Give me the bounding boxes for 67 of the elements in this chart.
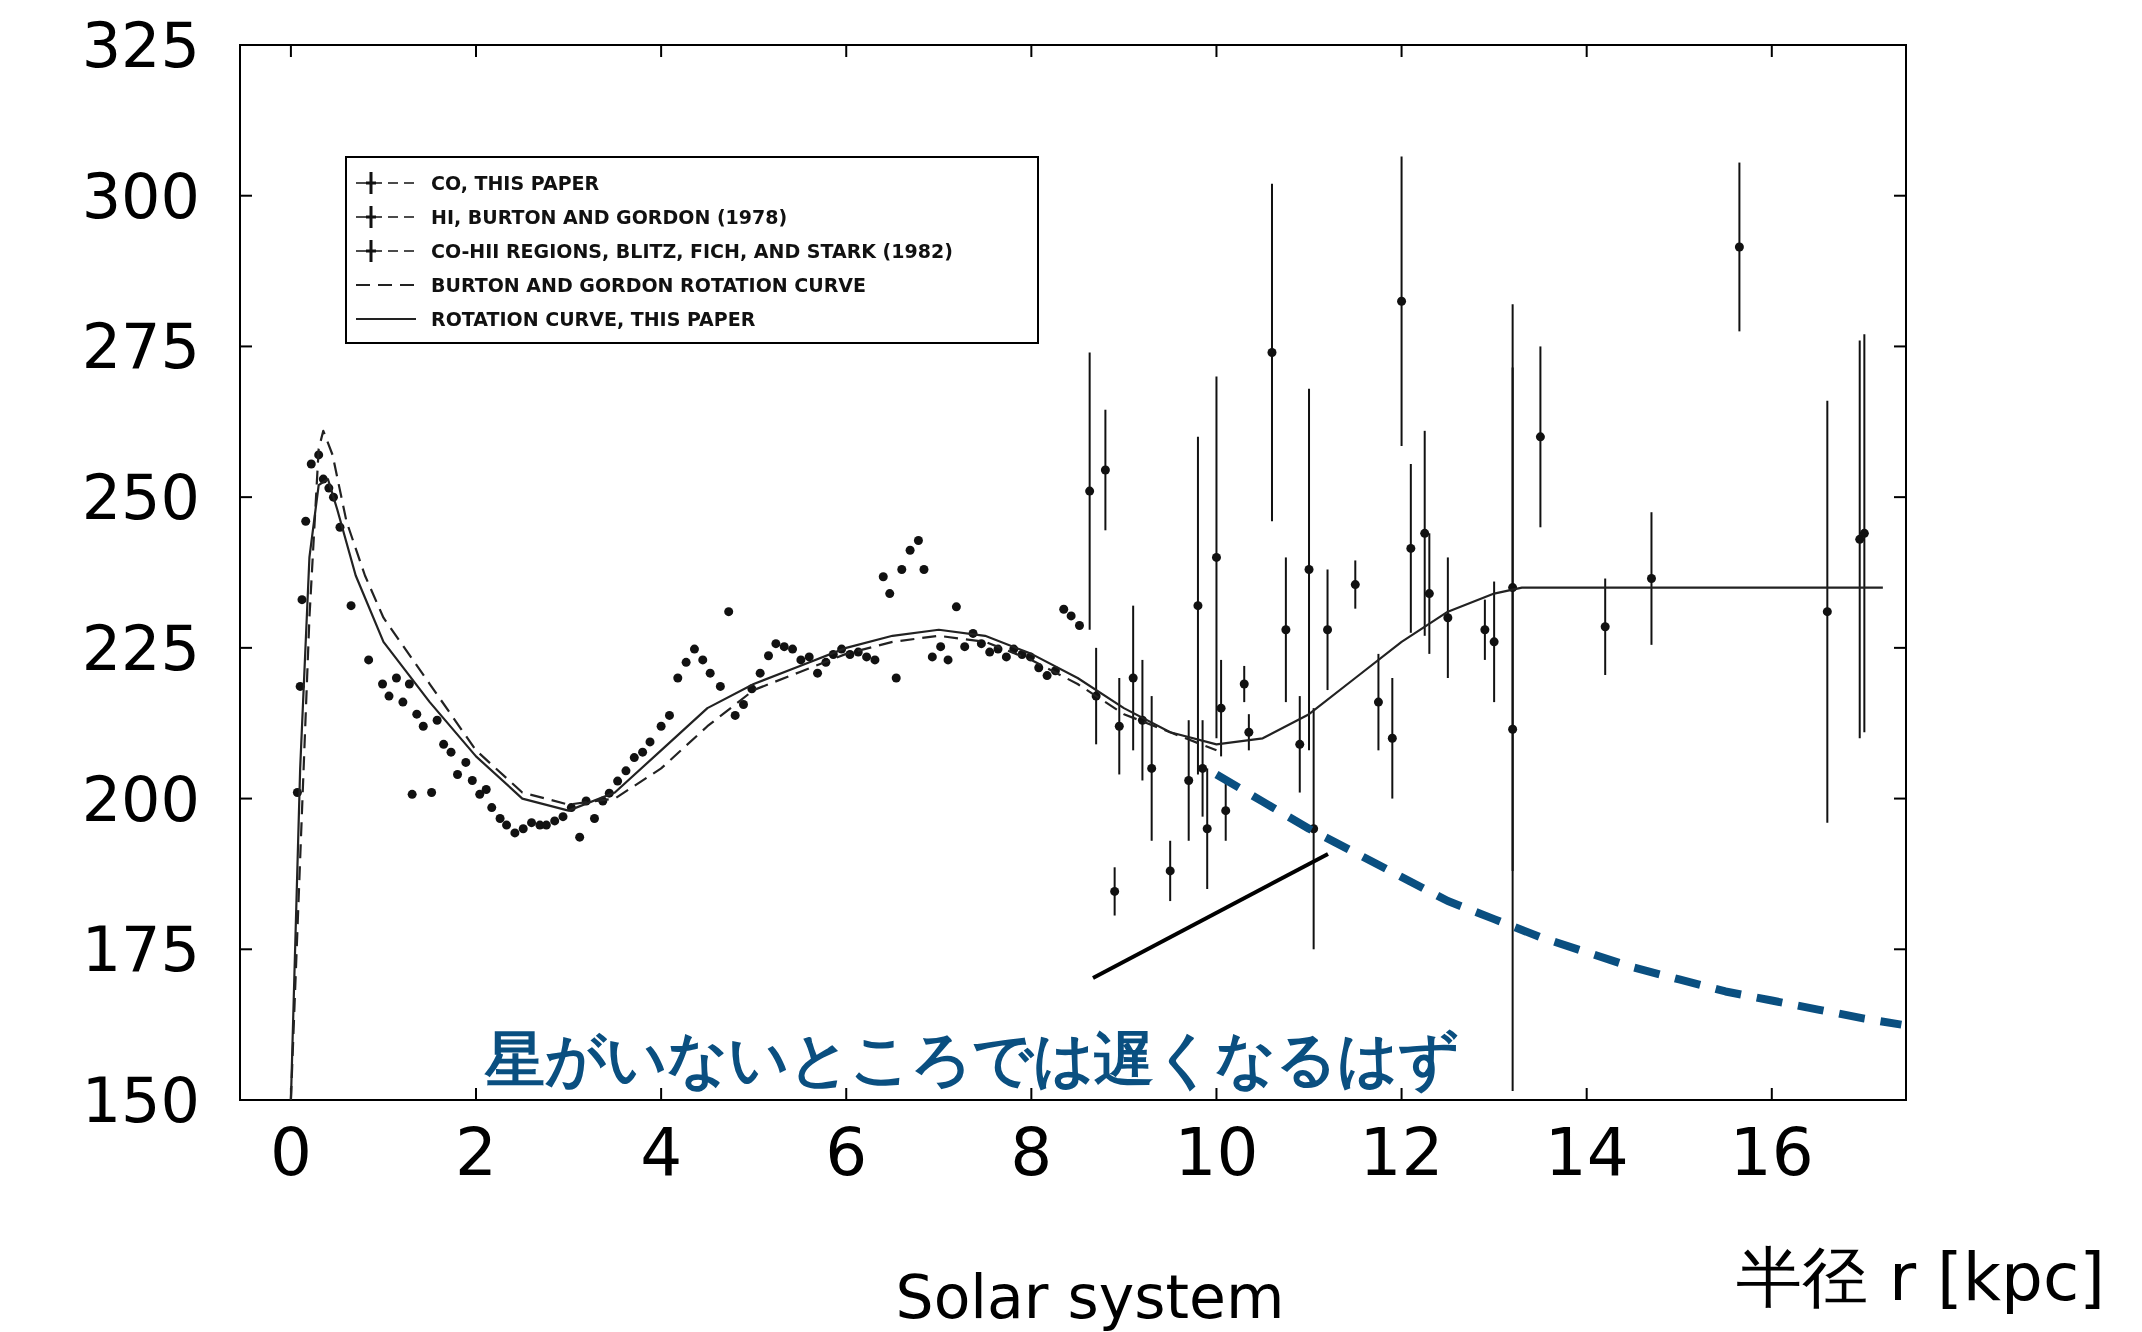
y-tick-label: 175 xyxy=(81,913,200,987)
point xyxy=(1373,697,1383,707)
x-tick-label: 4 xyxy=(640,1114,683,1191)
point xyxy=(1646,574,1656,584)
point xyxy=(1420,528,1430,538)
point xyxy=(1295,739,1305,749)
point xyxy=(1424,589,1434,599)
point xyxy=(1489,637,1499,647)
point xyxy=(1387,733,1397,743)
point xyxy=(1198,763,1208,773)
x-tick-label: 16 xyxy=(1729,1114,1814,1191)
point xyxy=(1734,242,1744,252)
annotation: 星がいないところでは遅くなるはず xyxy=(484,1024,1459,1094)
point xyxy=(1350,580,1360,590)
x-axis-title: 半径 r [kpc] xyxy=(1736,1239,2105,1316)
y-tick-label: 275 xyxy=(81,310,200,384)
x-tick-label: 8 xyxy=(1010,1114,1053,1191)
legend-label: BURTON AND GORDON ROTATION CURVE xyxy=(431,274,867,296)
point xyxy=(1600,622,1610,632)
legend-label: CO-HII REGIONS, BLITZ, FICH, AND STARK (1982) xyxy=(431,240,953,262)
y-tick-label: 325 xyxy=(81,9,200,82)
x-tick-label: 2 xyxy=(455,1114,498,1191)
point xyxy=(1267,347,1277,357)
y-tick-label: 300 xyxy=(81,159,200,233)
legend-label: CO, THIS PAPER xyxy=(431,172,600,194)
point xyxy=(301,516,311,526)
point xyxy=(1822,607,1832,617)
point xyxy=(1535,432,1545,442)
point xyxy=(1202,824,1212,834)
point xyxy=(1114,721,1124,731)
x-tick-label: 10 xyxy=(1174,1114,1259,1191)
point xyxy=(1508,724,1518,734)
point xyxy=(1480,625,1490,635)
text: Solar system xyxy=(895,1262,1285,1332)
y-tick-label: 250 xyxy=(81,461,200,535)
y-tick-label: 200 xyxy=(81,762,200,836)
point xyxy=(1859,528,1869,538)
y-tick-label: 225 xyxy=(81,611,200,685)
point xyxy=(1406,543,1416,553)
point xyxy=(1211,552,1221,562)
legend-label: HI, BURTON AND GORDON (1978) xyxy=(431,206,788,228)
point xyxy=(1147,763,1157,773)
point xyxy=(1281,625,1291,635)
point xyxy=(1443,613,1453,623)
point xyxy=(1397,296,1407,306)
point xyxy=(306,459,316,469)
point xyxy=(1128,673,1138,683)
point xyxy=(1193,601,1203,611)
point xyxy=(1304,564,1314,574)
point xyxy=(297,595,307,605)
x-tick-label: 14 xyxy=(1544,1114,1629,1191)
point xyxy=(1221,806,1231,816)
x-tick-label: 12 xyxy=(1359,1114,1444,1191)
y-tick-label: 150 xyxy=(81,1064,200,1137)
point xyxy=(1244,727,1254,737)
point xyxy=(1184,775,1194,785)
legend-label: ROTATION CURVE, THIS PAPER xyxy=(431,308,756,330)
point xyxy=(1110,886,1120,896)
point xyxy=(1323,625,1333,635)
point xyxy=(1165,866,1175,876)
x-tick-label: 0 xyxy=(269,1114,312,1191)
point xyxy=(1085,486,1095,496)
x-tick-label: 6 xyxy=(825,1114,868,1191)
point xyxy=(1100,465,1110,475)
point xyxy=(1239,679,1249,689)
point xyxy=(346,601,356,611)
point xyxy=(1216,703,1226,713)
